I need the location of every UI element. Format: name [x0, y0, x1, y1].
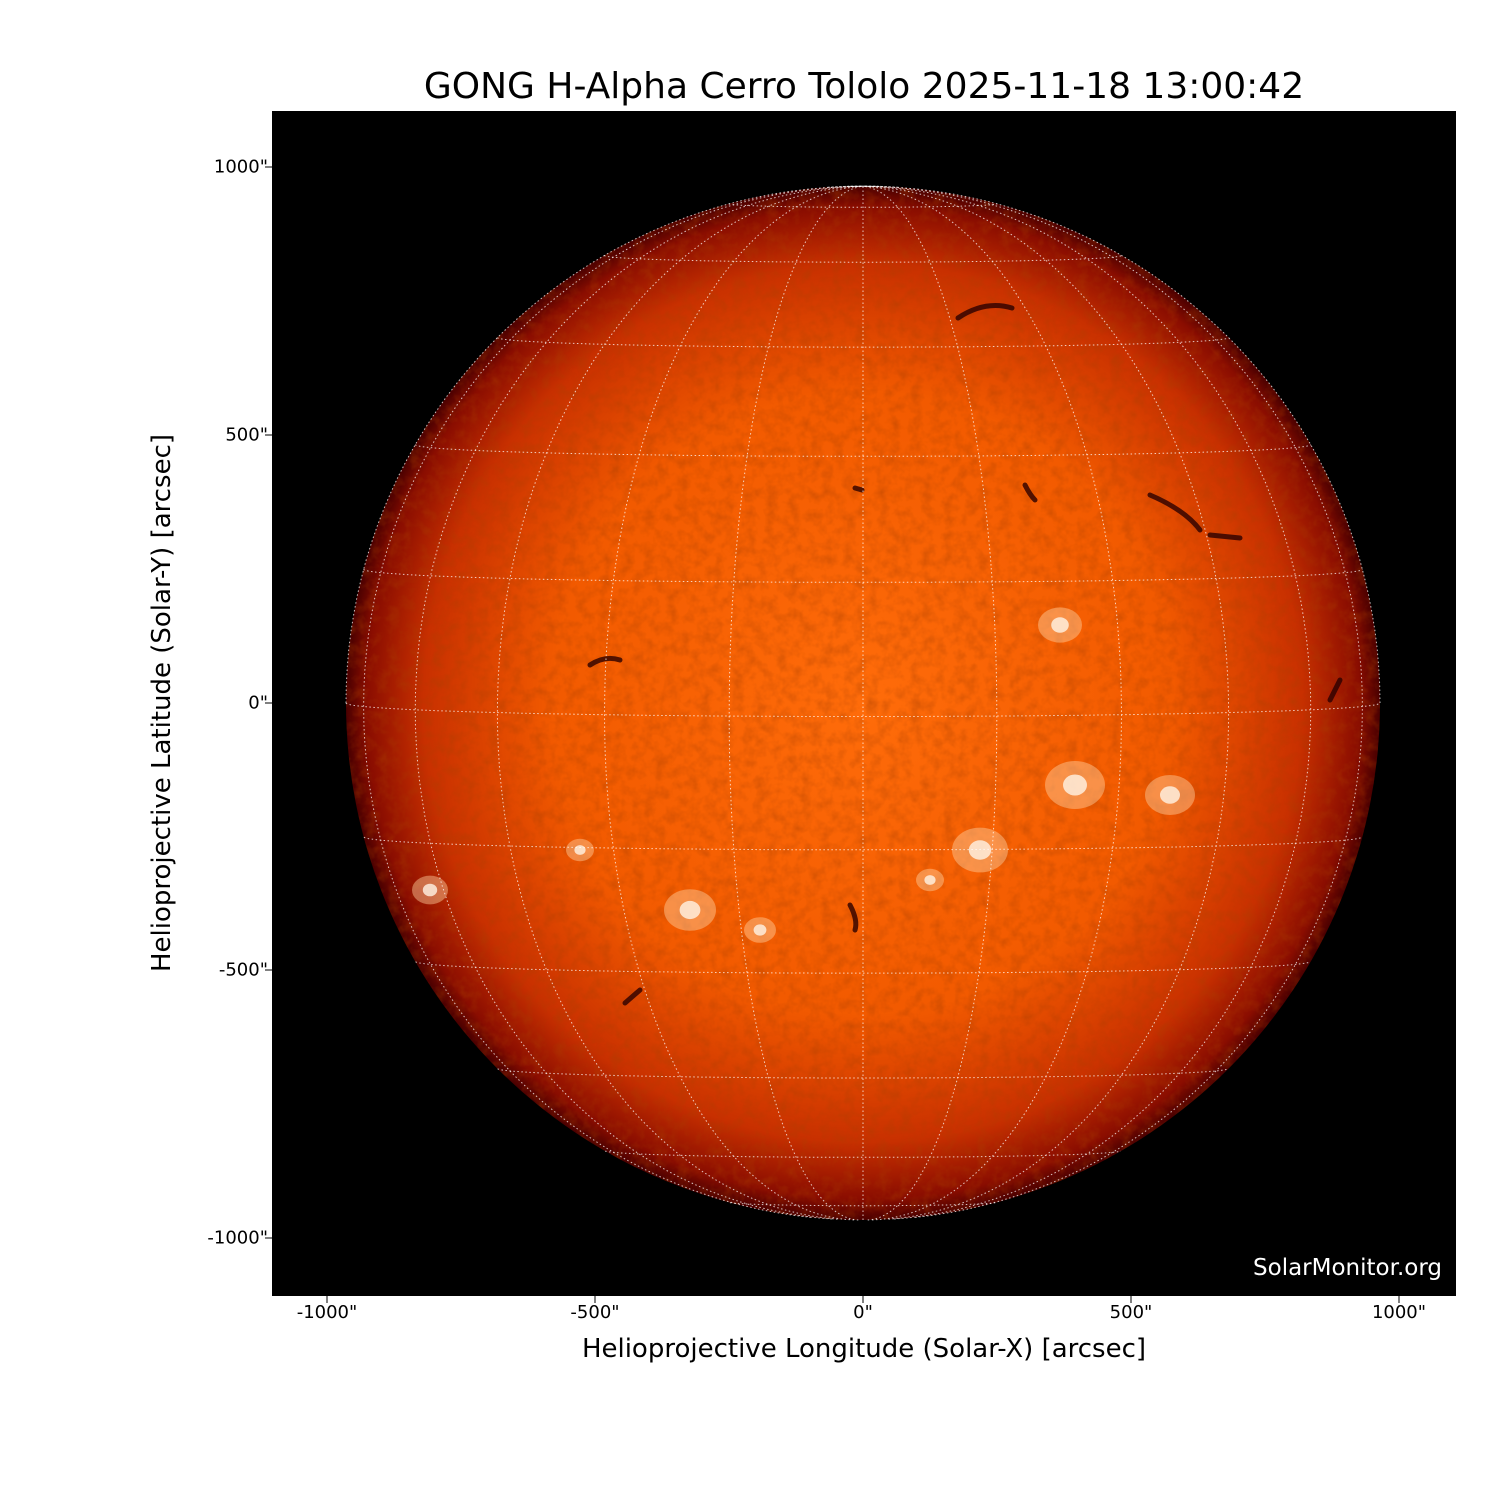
longitude-line — [728, 185, 864, 1221]
y-tick-label: 500" — [225, 424, 268, 446]
longitude-line — [862, 185, 1230, 1220]
filament — [587, 655, 623, 668]
x-tick-label: 1000" — [1371, 1302, 1427, 1323]
plage-core — [1063, 774, 1087, 796]
latitude-line — [604, 1150, 1122, 1158]
plage-core — [1160, 786, 1180, 804]
longitude-line — [363, 185, 864, 1218]
x-tick-label: 500" — [1109, 1302, 1153, 1323]
y-tick-label: -1000" — [207, 1227, 268, 1249]
longitude-line — [496, 185, 864, 1220]
filament — [1207, 532, 1243, 541]
filament — [955, 303, 1015, 321]
latitude-line — [496, 337, 1230, 348]
plot-title: GONG H-Alpha Cerro Tololo 2025-11-18 13:… — [423, 66, 1305, 107]
longitude-line — [345, 185, 864, 704]
longitude-line — [862, 185, 1312, 1220]
filament — [622, 987, 643, 1006]
filament — [1022, 482, 1038, 503]
x-tick-label: 0" — [853, 1302, 873, 1323]
latitude-line — [363, 568, 1363, 583]
plage-core — [753, 924, 767, 936]
heliographic-grid — [345, 185, 1381, 1221]
latitude-line — [729, 1202, 997, 1207]
x-tick-label: -500" — [570, 1302, 620, 1323]
x-axis-label: Helioprojective Longitude (Solar-X) [arc… — [581, 1334, 1147, 1364]
y-tick-label: 1000" — [213, 156, 268, 178]
filament — [847, 902, 859, 933]
y-tick-label: 0" — [248, 692, 268, 714]
x-tick-label: -1000" — [296, 1302, 358, 1323]
plage-core — [968, 840, 992, 860]
latitude-line — [728, 203, 998, 208]
y-tick-label: -500" — [218, 959, 268, 981]
plage-core — [924, 875, 936, 885]
filament — [1327, 677, 1343, 703]
filament — [1147, 492, 1203, 533]
y-axis-label: Helioprojective Latitude (Solar-Y) [arcs… — [147, 433, 177, 973]
plage-core — [574, 845, 586, 855]
plage-core — [679, 900, 701, 920]
watermark: SolarMonitor.org — [1253, 1255, 1442, 1281]
dark-filaments — [587, 303, 1343, 1006]
plage-core — [1051, 617, 1069, 633]
latitude-line — [363, 836, 1363, 851]
filament — [852, 485, 865, 493]
longitude-line — [862, 185, 998, 1221]
longitude-line — [862, 185, 1381, 704]
axis-ticks — [265, 166, 1400, 1303]
bright-plage-regions — [412, 607, 1195, 943]
longitude-line — [862, 185, 898, 188]
latitude-line — [603, 254, 1123, 263]
longitude-line — [414, 185, 864, 1220]
plage-core — [422, 883, 438, 897]
longitude-line — [862, 185, 1363, 1218]
